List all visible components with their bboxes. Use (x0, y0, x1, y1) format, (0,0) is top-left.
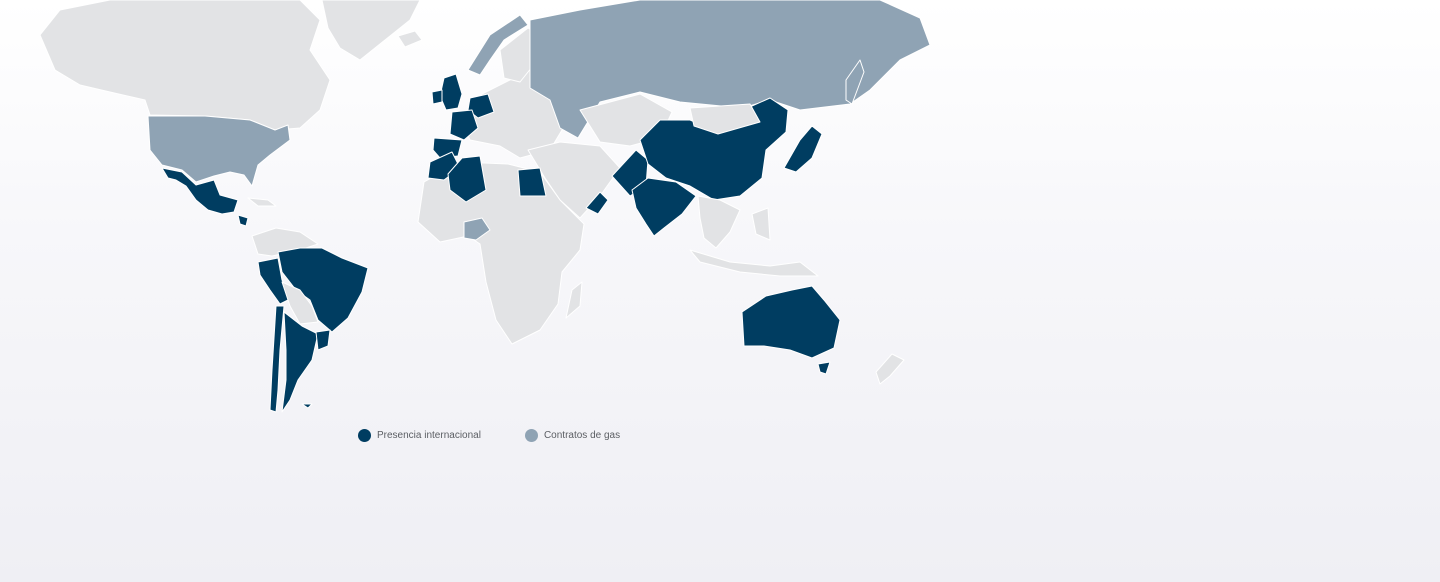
region-norway[interactable] (467, 14, 529, 76)
region-india[interactable] (631, 177, 697, 237)
region-central-america[interactable] (237, 214, 249, 227)
region-bolivia-paraguay[interactable] (281, 281, 319, 325)
region-france[interactable] (449, 109, 479, 141)
region-australia[interactable] (741, 285, 841, 359)
region-new-zealand[interactable] (875, 353, 905, 385)
region-algeria[interactable] (447, 155, 487, 203)
region-caribbean[interactable] (247, 197, 277, 207)
presence-dot-icon (358, 429, 371, 442)
region-madagascar[interactable] (565, 281, 583, 319)
region-usa[interactable] (147, 115, 291, 187)
region-russia[interactable] (529, 0, 931, 139)
region-philippines[interactable] (751, 207, 771, 241)
region-uruguay[interactable] (315, 329, 331, 351)
gas-dot-icon (524, 429, 538, 442)
region-mongolia[interactable] (689, 103, 761, 135)
legend-label-gas: Contratos de gas (543, 430, 621, 441)
legend-item-presencia[interactable]: Presencia internacional (358, 429, 481, 442)
region-germany-benelux[interactable] (467, 93, 495, 119)
legend-label-presencia: Presencia internacional (377, 430, 481, 441)
region-tasmania[interactable] (817, 361, 831, 375)
region-nigeria[interactable] (463, 217, 491, 241)
region-uk[interactable] (439, 73, 463, 111)
region-peru[interactable] (257, 257, 293, 305)
region-canada[interactable] (39, 0, 331, 131)
region-argentina[interactable] (281, 311, 319, 413)
region-se-asia[interactable] (697, 195, 741, 249)
region-falklands[interactable] (301, 403, 313, 409)
legend-item-gas[interactable]: Contratos de gas (524, 429, 621, 442)
region-chile[interactable] (269, 305, 285, 413)
region-ireland[interactable] (431, 89, 443, 105)
map-legend: Presencia internacional Contratos de gas (358, 429, 620, 442)
region-mexico[interactable] (161, 167, 239, 215)
region-egypt[interactable] (517, 167, 547, 197)
region-japan[interactable] (783, 125, 823, 173)
region-sakhalin[interactable] (845, 59, 865, 105)
region-indonesia[interactable] (689, 249, 819, 277)
region-iceland[interactable] (397, 30, 423, 48)
region-oman[interactable] (585, 191, 609, 215)
region-greenland[interactable] (321, 0, 421, 61)
